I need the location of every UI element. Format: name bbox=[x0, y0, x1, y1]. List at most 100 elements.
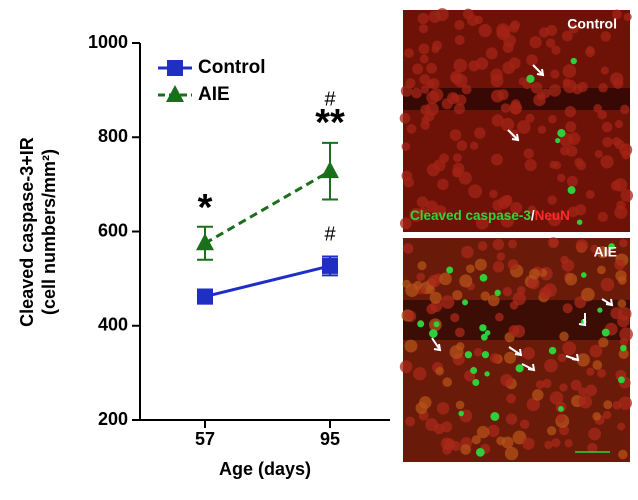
point bbox=[197, 288, 213, 305]
cell bbox=[602, 410, 612, 420]
cell bbox=[545, 38, 556, 48]
cell bbox=[616, 200, 626, 210]
cell bbox=[473, 348, 483, 357]
cell bbox=[618, 449, 628, 460]
cell bbox=[453, 58, 468, 73]
cell bbox=[577, 81, 588, 93]
cell bbox=[522, 347, 535, 360]
cell bbox=[588, 427, 602, 441]
cell bbox=[502, 42, 514, 53]
annotation: ** bbox=[315, 102, 345, 144]
cell bbox=[496, 252, 506, 261]
cell bbox=[597, 265, 606, 275]
cell bbox=[440, 295, 455, 309]
cell bbox=[535, 380, 545, 389]
cell bbox=[487, 294, 500, 307]
cell bbox=[526, 54, 538, 66]
cell bbox=[474, 15, 483, 25]
green-cell bbox=[429, 329, 438, 338]
y-tick-label: 800 bbox=[98, 126, 128, 146]
cell bbox=[453, 73, 468, 88]
cell bbox=[505, 413, 518, 425]
cell bbox=[592, 360, 603, 370]
cell bbox=[436, 402, 450, 415]
cell bbox=[454, 19, 465, 30]
cell bbox=[614, 259, 626, 271]
cell bbox=[522, 437, 535, 450]
cell bbox=[618, 348, 629, 359]
green-cell bbox=[567, 186, 576, 195]
cell bbox=[428, 274, 441, 288]
arrow-head bbox=[433, 343, 442, 352]
green-cell bbox=[617, 376, 625, 384]
cell bbox=[518, 77, 527, 86]
point bbox=[321, 161, 339, 179]
cell bbox=[428, 78, 440, 90]
cell bbox=[557, 353, 567, 363]
cell bbox=[589, 344, 603, 358]
cell bbox=[585, 384, 597, 397]
cell bbox=[399, 217, 412, 230]
y-tick-label: 200 bbox=[98, 409, 128, 429]
cell bbox=[528, 205, 537, 214]
cell bbox=[562, 30, 573, 42]
green-cell bbox=[484, 371, 490, 377]
cell bbox=[439, 153, 450, 164]
green-cell bbox=[446, 266, 454, 274]
cell bbox=[575, 239, 589, 252]
cell bbox=[524, 158, 537, 172]
cell bbox=[500, 103, 511, 113]
cell bbox=[418, 24, 429, 34]
cell bbox=[415, 402, 428, 415]
cell bbox=[492, 199, 504, 212]
x-tick-label: 95 bbox=[320, 429, 340, 449]
cell bbox=[426, 62, 437, 74]
cell bbox=[565, 121, 577, 133]
cell bbox=[478, 23, 492, 38]
arrow-head bbox=[511, 133, 520, 142]
legend-marker bbox=[166, 85, 184, 102]
cell bbox=[542, 378, 552, 389]
x-axis-label: Age (days) bbox=[219, 459, 311, 479]
cell bbox=[556, 414, 565, 423]
green-cell bbox=[494, 289, 501, 296]
cell bbox=[399, 112, 411, 124]
cell bbox=[495, 312, 504, 322]
arrow bbox=[532, 64, 544, 76]
cell bbox=[453, 103, 465, 115]
cell bbox=[468, 184, 483, 199]
cell bbox=[468, 60, 480, 72]
cell bbox=[557, 173, 566, 183]
cell bbox=[504, 446, 519, 461]
green-cell bbox=[515, 364, 524, 373]
legend-marker bbox=[167, 60, 183, 76]
cell bbox=[574, 157, 584, 167]
cell bbox=[429, 291, 442, 304]
cell bbox=[460, 444, 471, 455]
cell bbox=[491, 114, 504, 127]
cell bbox=[429, 88, 444, 102]
cell bbox=[508, 22, 519, 33]
cell bbox=[401, 142, 411, 151]
y-tick-label: 1000 bbox=[88, 32, 128, 52]
arrow-head bbox=[514, 348, 523, 357]
cell bbox=[509, 301, 519, 310]
cell bbox=[617, 422, 626, 431]
cell bbox=[404, 310, 414, 320]
cell bbox=[416, 272, 426, 282]
annotation: * bbox=[198, 187, 213, 229]
arrow-head bbox=[571, 353, 580, 362]
point bbox=[196, 233, 214, 251]
cell bbox=[615, 270, 627, 282]
cell bbox=[564, 439, 573, 448]
cell bbox=[461, 245, 474, 259]
cell bbox=[433, 423, 445, 435]
cell bbox=[510, 103, 522, 115]
cell bbox=[465, 264, 475, 274]
cell bbox=[620, 104, 630, 115]
cell bbox=[601, 121, 613, 133]
cell bbox=[567, 206, 579, 218]
cell bbox=[459, 274, 473, 288]
cell bbox=[417, 12, 429, 25]
